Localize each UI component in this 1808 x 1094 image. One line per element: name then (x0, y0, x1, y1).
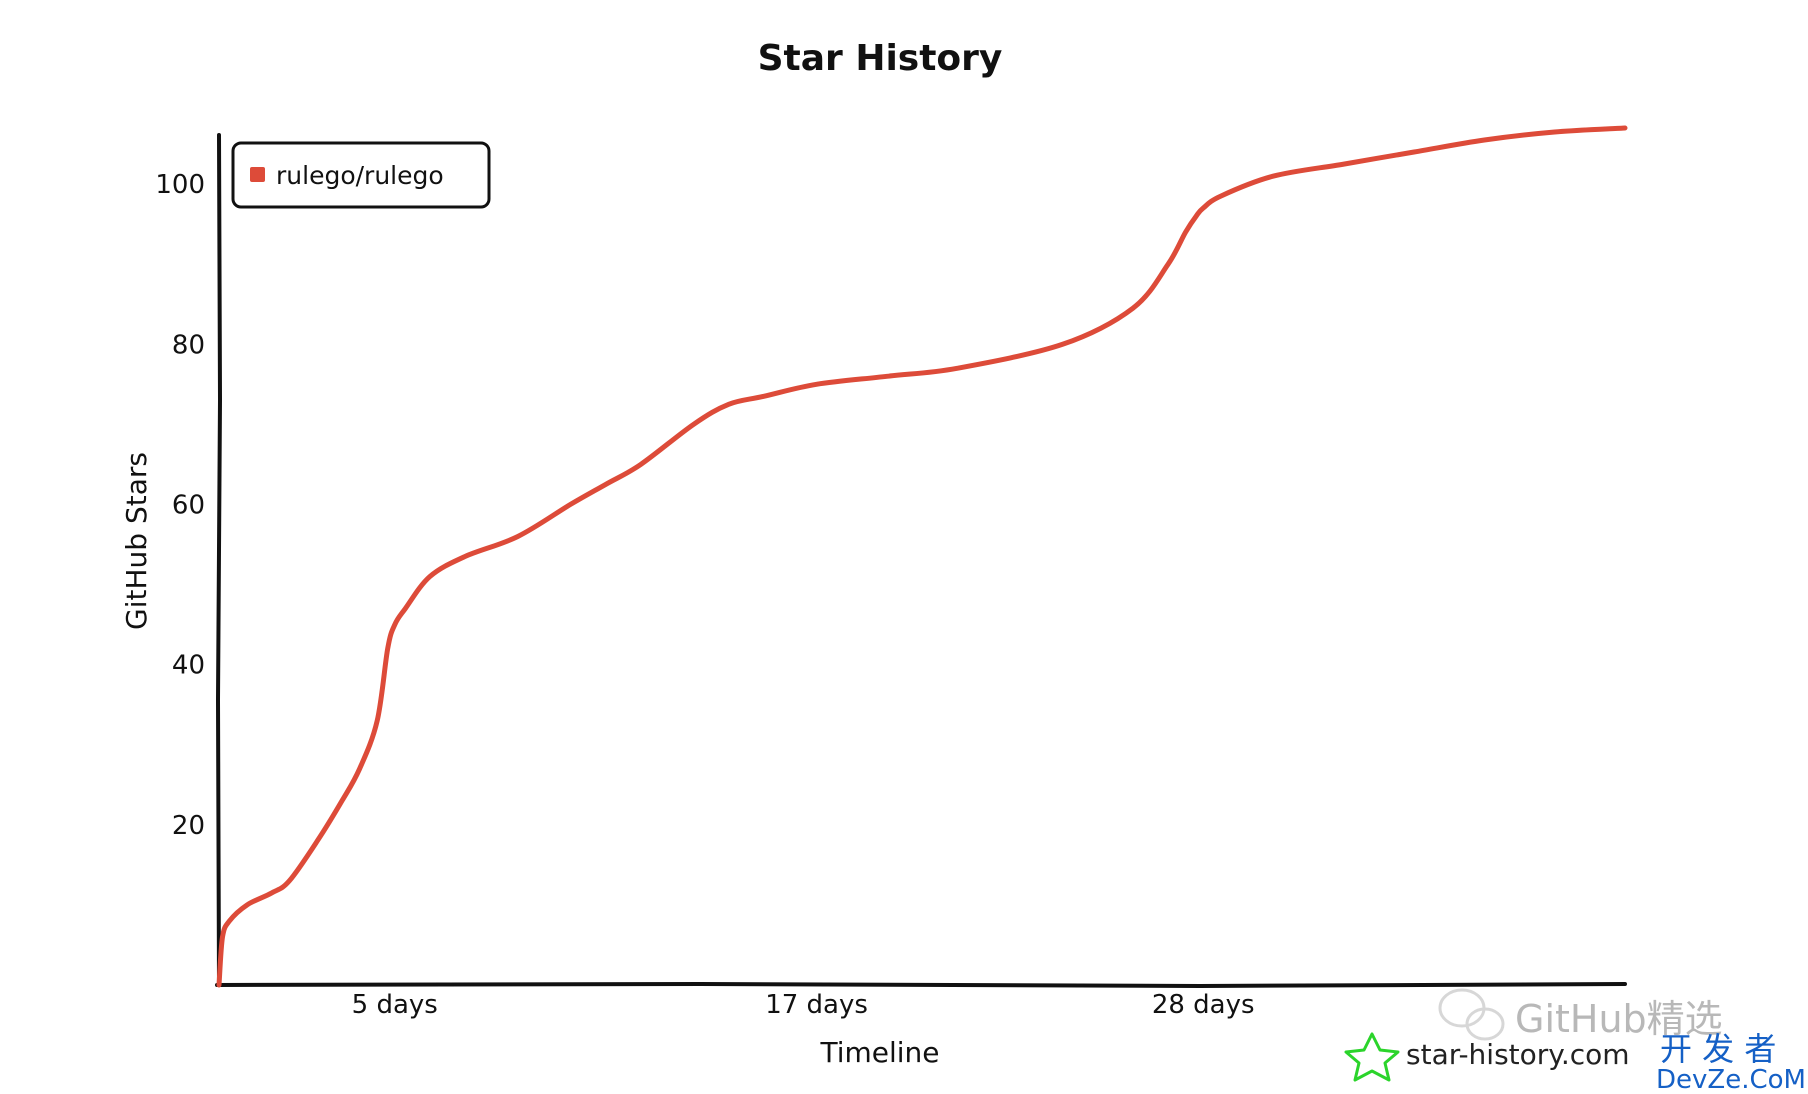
watermark-site: star-history.com (1344, 1032, 1630, 1082)
y-tick-label: 60 (172, 490, 205, 520)
watermark-devze: 开 发 者 DevZe.CoM (1656, 1030, 1806, 1094)
axes (215, 133, 1627, 989)
x-tick-labels: 5 days 17 days 28 days (352, 990, 1255, 1020)
series-layer (216, 125, 1628, 988)
y-tick-label: 100 (155, 170, 205, 200)
legend-label: rulego/rulego (276, 161, 444, 190)
brand-blue-top: 开 发 者 (1660, 1030, 1776, 1068)
legend-swatch (250, 167, 265, 182)
x-tick-label: 5 days (352, 990, 438, 1020)
x-axis-title: Timeline (819, 1036, 939, 1069)
y-tick-label: 20 (172, 811, 205, 841)
y-tick-label: 40 (172, 651, 205, 681)
x-tick-label: 17 days (765, 990, 868, 1020)
watermark-brand: GitHub精选 (1438, 988, 1723, 1041)
brand-gray-text: GitHub精选 (1515, 997, 1723, 1041)
y-tick-labels: 20 40 60 80 100 (155, 170, 205, 841)
star-history-logo-icon (1344, 1032, 1400, 1082)
legend-box (231, 141, 491, 209)
chart-title: Star History (758, 38, 1003, 79)
y-tick-label: 80 (172, 330, 205, 360)
x-tick-label: 28 days (1152, 990, 1255, 1020)
series-line (216, 125, 1628, 988)
wechat-icon (1438, 988, 1505, 1041)
brand-blue-bottom: DevZe.CoM (1656, 1065, 1806, 1094)
site-url-text: star-history.com (1406, 1038, 1630, 1071)
y-axis-title: GitHub Stars (120, 452, 153, 630)
y-axis-line (215, 133, 223, 987)
legend: rulego/rulego (231, 141, 491, 209)
x-axis-line (215, 981, 1627, 989)
